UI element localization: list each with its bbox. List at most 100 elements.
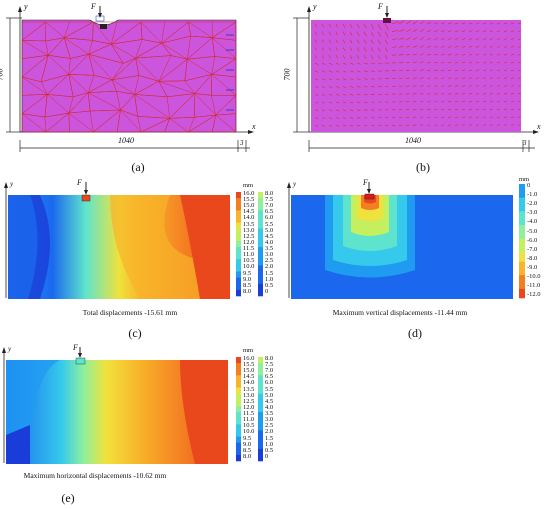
displacement-vector (370, 23, 375, 30)
colorbar-swatch (236, 454, 241, 462)
displacement-vector (440, 108, 445, 111)
displacement-vector (447, 116, 452, 118)
colorbar-tick-label: 9.0 (243, 275, 252, 283)
displacement-vector (349, 125, 354, 127)
displacement-vector (419, 108, 424, 111)
displacement-vector (370, 31, 374, 37)
footing (100, 24, 107, 29)
colorbar-swatch (236, 399, 241, 407)
colorbar-tick-label: 7.0 (265, 202, 274, 210)
y-axis-label: y (10, 180, 14, 188)
displacement-vector (489, 100, 494, 103)
displacement-vector (314, 55, 317, 59)
displacement-vector (426, 77, 431, 79)
colorbar-tick-label: 13.5 (243, 385, 255, 393)
displacement-vector (370, 86, 375, 88)
displacement-vector (419, 77, 424, 79)
displacement-vector (405, 53, 411, 56)
displacement-vector (496, 116, 500, 118)
displacement-vector (370, 39, 374, 45)
displacement-vector (405, 20, 411, 25)
colorbar-swatch (236, 363, 241, 370)
colorbar-tick-label: 10.5 (243, 422, 255, 430)
colorbar-swatch (236, 240, 241, 248)
colorbar-swatch (258, 222, 263, 230)
displacement-vector (377, 31, 382, 38)
displacement-vector (475, 69, 480, 72)
displacement-vector (321, 55, 325, 59)
displacement-vector (328, 117, 333, 119)
displacement-vector (489, 30, 494, 33)
colorbar-tick-label: 11.5 (243, 245, 255, 253)
displacement-vector (461, 46, 466, 48)
displacement-vector (454, 124, 459, 126)
colorbar-tick-label: 2.0 (265, 428, 274, 436)
displacement-vector (398, 20, 405, 25)
displacement-vector (482, 61, 487, 64)
displacement-vector (314, 39, 318, 43)
displacement-vector (405, 77, 410, 79)
colorbar-swatch (236, 277, 241, 285)
displacement-vector (461, 30, 466, 33)
colorbar-swatch (236, 375, 241, 382)
colorbar-swatch (258, 448, 263, 456)
displacement-vector (405, 69, 410, 72)
displacement-vector (426, 53, 431, 56)
displacement-vector (314, 62, 319, 65)
displacement-vector (314, 78, 319, 81)
displacement-vector (503, 30, 508, 33)
displacement-vector (321, 31, 325, 36)
displacement-vector (433, 69, 438, 72)
colorbar-tick-label: 12.5 (243, 232, 255, 240)
displacement-vector (482, 22, 487, 25)
displacement-vector (363, 47, 367, 52)
colorbar-swatch (519, 256, 525, 262)
colorbar-tick-label: 0.5 (265, 281, 274, 289)
colorbar-tick-label: -4.0 (527, 218, 538, 226)
colorbar-tick-label: -11.0 (527, 282, 541, 290)
colorbar-swatch (258, 271, 263, 278)
colorbar-tick-label: 9.5 (243, 269, 252, 277)
displacement-vector (510, 93, 514, 95)
displacement-vector (426, 45, 431, 48)
colorbar-tick-label: -7.0 (527, 245, 538, 253)
colorbar-tick-label: 2.5 (265, 422, 274, 430)
displacement-vector (489, 61, 494, 64)
displacement-vector (426, 69, 431, 72)
colorbar-swatch (519, 279, 525, 285)
caption-b: (b) (416, 160, 430, 174)
colorbar-tick-label: 14.0 (243, 214, 255, 222)
colorbar-swatch (519, 275, 525, 281)
colorbar-swatch (258, 412, 263, 419)
displacement-vector (426, 22, 432, 25)
displacement-vector (440, 93, 445, 95)
colorbar-unit: mm (243, 182, 254, 189)
displacement-vector (454, 101, 459, 103)
displacement-vector (349, 31, 353, 36)
displacement-vector (398, 29, 405, 33)
displacement-vector (440, 45, 445, 48)
displacement-vector (335, 47, 339, 51)
displacement-vector (440, 38, 445, 40)
displacement-vector (335, 78, 340, 81)
contour-total (4, 182, 263, 299)
colorbar-swatch (236, 253, 241, 260)
displacement-vector (461, 124, 466, 126)
displacement-vector (440, 101, 445, 103)
colorbar-tick-label: 10.0 (243, 428, 255, 436)
colorbar-tick-label: 13.0 (243, 226, 255, 234)
colorbar-swatch (236, 210, 241, 217)
displacement-vector (419, 85, 424, 87)
colorbar-tick-label: 6.0 (265, 214, 274, 222)
displacement-vector (349, 101, 354, 104)
displacement-vector (496, 100, 500, 103)
displacement-vector (321, 125, 326, 127)
colorbar-swatch (519, 206, 525, 212)
displacement-vector (489, 38, 494, 40)
displacement-vector (328, 47, 332, 51)
displacement-vector (321, 101, 326, 104)
displacement-vector (468, 53, 473, 56)
displacement-vector (503, 53, 508, 56)
displacement-vector (321, 93, 326, 96)
mesh-element (211, 113, 237, 133)
